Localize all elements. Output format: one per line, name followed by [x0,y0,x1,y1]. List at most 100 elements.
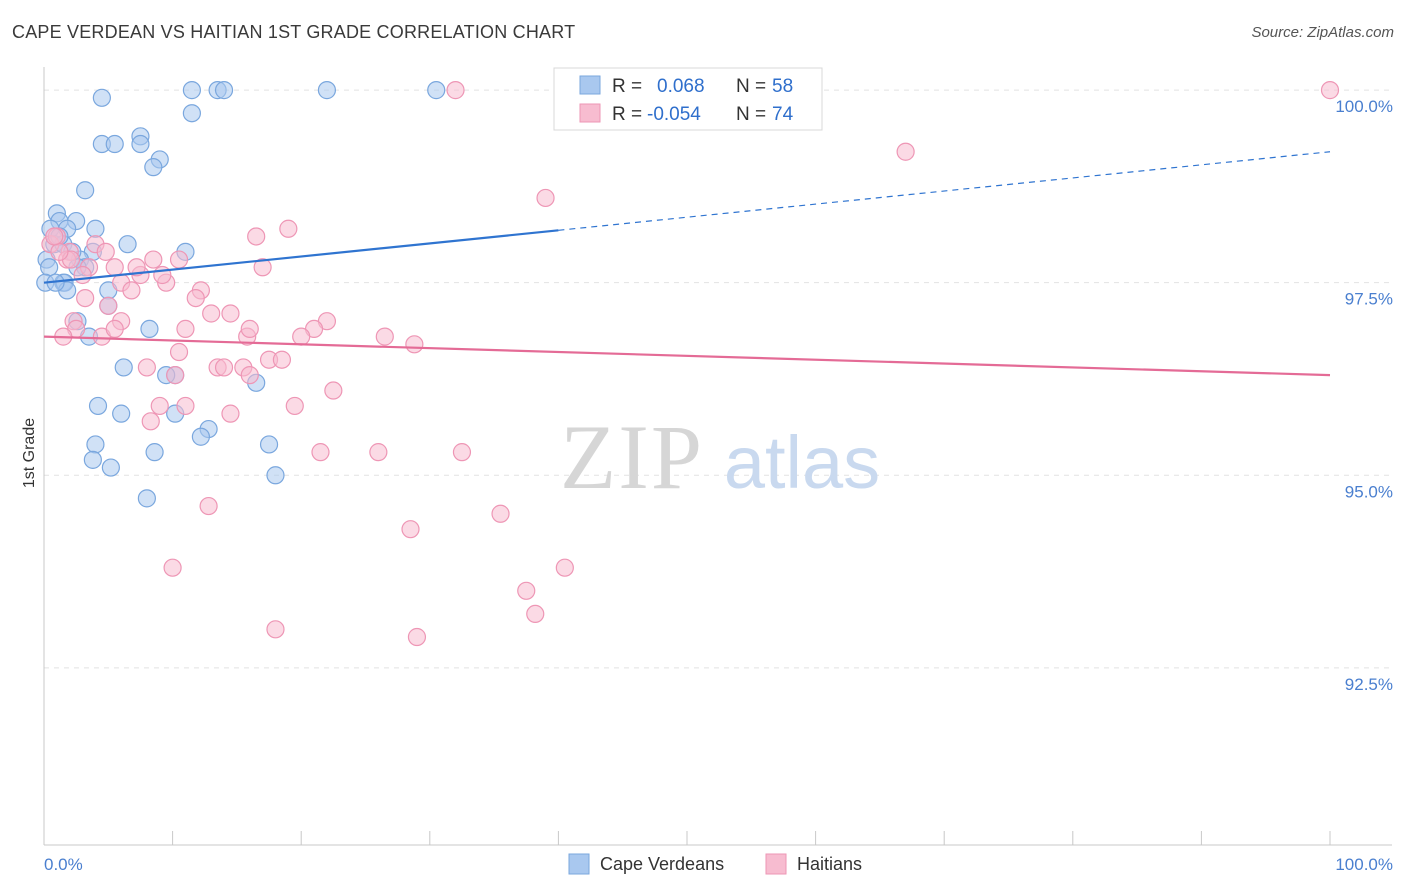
data-points [36,81,1340,647]
y-tick-label: 97.5% [1345,290,1393,309]
haitian-point [144,250,163,269]
haitian-point [555,558,574,577]
haitian-point [176,319,195,339]
haitian-point [369,443,388,462]
haitian-point [137,358,156,377]
haitian-point [73,265,92,285]
cape-verdean-point [191,427,210,446]
cape-verdean-trend-extension [558,151,1331,231]
haitian-point [99,296,118,315]
haitian-point [266,620,285,639]
haitian-point [199,496,218,516]
haitian-point [221,304,240,323]
haitian-point [253,258,272,277]
haitian-point [324,381,343,400]
haitian-point [375,327,394,346]
legend-r-value: -0.054 [647,104,701,125]
haitian-point [526,604,545,624]
haitian-point [446,81,465,100]
haitian-point [240,366,259,385]
haitian-point [122,281,141,300]
haitian-point [405,335,424,354]
cape-verdean-point [140,319,159,339]
cape-verdean-point [118,235,137,254]
haitian-point [163,558,182,577]
cape-verdean-point [83,450,102,469]
legend-n-label: N = [736,104,766,125]
legend-n-label: N = [736,76,766,97]
cape-verdean-point [101,458,120,477]
legend-r-value: 0.068 [657,76,705,97]
x-tick-label: 100.0% [1335,855,1393,874]
cape-verdean-point [182,104,201,123]
haitian-trend-line [43,335,1331,377]
cape-verdean-trend-line [43,229,559,284]
legend-n-value: 74 [772,104,794,125]
legend-r-label: R = [612,104,642,125]
source-label: Source: ZipAtlas.com [1251,24,1394,41]
haitian-point [491,504,510,523]
y-tick-label: 95.0% [1345,482,1393,501]
cape-verdean-point [76,181,95,200]
cape-verdean-point [92,88,111,107]
haitian-point [536,188,555,208]
haitian-point [45,227,64,246]
watermark-zip: ZIP [560,406,704,508]
haitian-point [272,350,292,369]
correlation-legend: R = 0.068 N = 58 R = -0.054 N = 74 [553,67,823,131]
cape-verdean-point [317,81,337,100]
haitian-point [240,319,259,339]
legend-label-haitians: Haitians [797,854,862,874]
haitian-point [96,242,115,261]
haitian-point [76,288,95,308]
haitian-point [202,304,221,323]
legend-swatch-pink [579,103,601,123]
haitian-point [169,342,189,362]
haitian-point [247,227,266,246]
cape-verdean-point [86,435,105,454]
cape-verdean-point [137,489,156,508]
x-tick-label: 0.0% [44,855,83,874]
y-axis-label: 1st Grade [21,418,38,488]
haitian-point [141,412,160,431]
haitian-point [452,443,472,462]
trend-lines [43,151,1331,377]
haitian-point [169,250,189,269]
cape-verdean-point [266,466,285,485]
y-tick-label: 100.0% [1335,97,1393,116]
cape-verdean-point [131,134,150,154]
haitian-point [105,258,124,277]
cape-verdean-point [40,258,59,277]
tick-labels: 100.0% 97.5% 95.0% 92.5% 0.0% 100.0% [44,97,1393,874]
cape-verdean-point [259,435,279,454]
cape-verdean-point [214,81,234,100]
haitian-point [127,258,146,277]
haitian-point [517,581,536,600]
haitian-point [285,396,304,416]
cape-verdean-point [112,404,131,423]
y-tick-label: 92.5% [1345,675,1393,694]
cape-verdean-point [105,134,124,154]
haitian-point [1320,81,1340,100]
haitian-point [214,358,234,377]
cape-verdean-point [144,158,163,177]
legend-swatch-blue [579,75,601,95]
haitian-point [150,396,169,416]
legend-r-label: R = [612,76,642,97]
legend-swatch-cape-verdeans [568,853,590,875]
axes [43,67,1392,846]
cape-verdean-point [145,443,164,462]
haitian-point [176,396,195,416]
haitian-point [311,443,330,462]
cape-verdean-point [114,358,133,377]
haitian-point [292,327,311,346]
haitian-point [407,627,427,647]
series-legend: Cape Verdeans Haitians [568,853,862,875]
haitian-point [186,288,205,308]
haitian-point [279,219,298,238]
cape-verdean-point [86,219,105,238]
haitian-point [105,319,124,339]
haitian-point [50,242,69,261]
legend-label-cape-verdeans: Cape Verdeans [600,854,724,874]
